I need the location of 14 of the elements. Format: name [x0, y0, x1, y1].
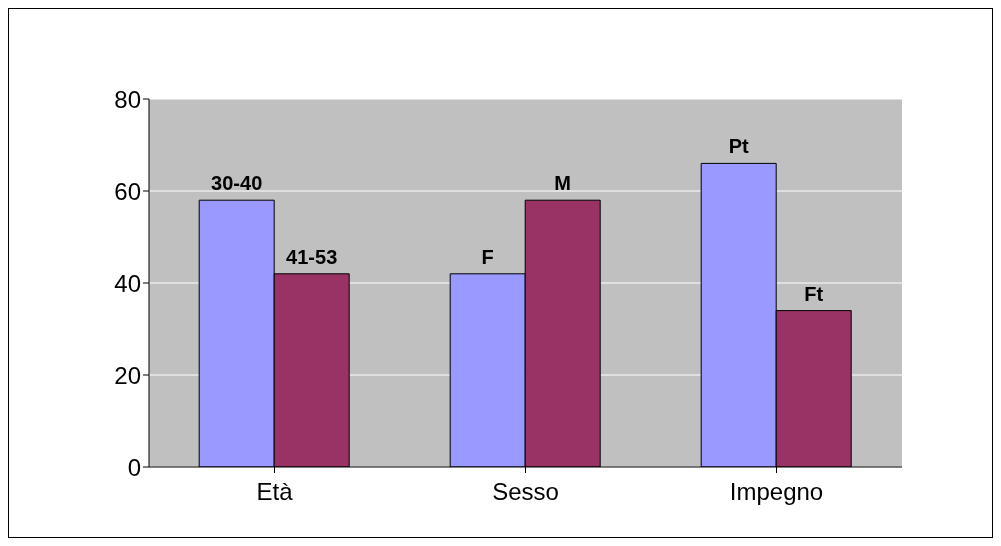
data-label: Pt [728, 135, 750, 158]
y-tick-label: 20 [114, 361, 141, 389]
data-label: M [554, 172, 572, 195]
data-label: 41-53 [286, 245, 338, 268]
data-label: 30-40 [211, 172, 263, 195]
y-tick-label: 0 [127, 453, 141, 481]
x-tick-label: Età [256, 478, 294, 506]
data-label: F [481, 245, 494, 268]
x-tick-label: Sesso [492, 478, 559, 506]
y-tick-label: 80 [114, 85, 141, 113]
y-tick-label: 40 [114, 269, 141, 297]
data-label: Ft [804, 282, 824, 305]
y-tick-label: 60 [114, 177, 141, 205]
x-tick-label: Impegno [729, 478, 824, 506]
